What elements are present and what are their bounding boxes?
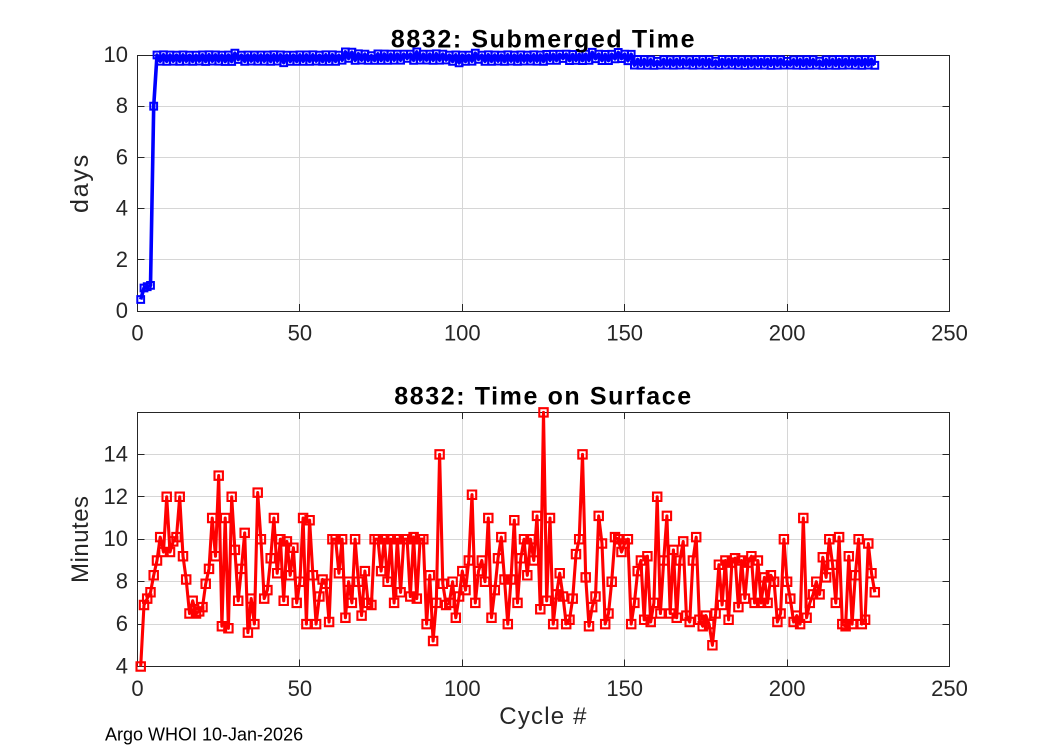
svg-text:10: 10 xyxy=(104,526,128,551)
svg-text:4: 4 xyxy=(116,654,128,679)
svg-text:100: 100 xyxy=(444,676,481,701)
svg-text:8: 8 xyxy=(116,93,128,118)
svg-text:6: 6 xyxy=(116,144,128,169)
svg-text:0: 0 xyxy=(131,676,143,701)
svg-text:Minutes: Minutes xyxy=(67,495,94,583)
svg-text:Argo WHOI 10-Jan-2026: Argo WHOI 10-Jan-2026 xyxy=(105,724,303,744)
svg-text:8832: Submerged Time: 8832: Submerged Time xyxy=(391,26,696,54)
svg-text:200: 200 xyxy=(769,676,806,701)
svg-text:14: 14 xyxy=(104,441,128,466)
svg-text:12: 12 xyxy=(104,484,128,509)
svg-text:250: 250 xyxy=(931,320,968,345)
svg-text:days: days xyxy=(66,153,94,213)
svg-text:150: 150 xyxy=(606,320,643,345)
svg-text:2: 2 xyxy=(116,247,128,272)
svg-text:50: 50 xyxy=(288,320,312,345)
svg-text:4: 4 xyxy=(116,196,128,221)
svg-text:Cycle #: Cycle # xyxy=(499,703,587,730)
svg-text:200: 200 xyxy=(769,320,806,345)
svg-text:0: 0 xyxy=(116,298,128,323)
svg-text:50: 50 xyxy=(288,676,312,701)
svg-text:100: 100 xyxy=(444,320,481,345)
svg-text:8: 8 xyxy=(116,569,128,594)
svg-text:250: 250 xyxy=(931,676,968,701)
svg-text:150: 150 xyxy=(606,676,643,701)
svg-text:10: 10 xyxy=(104,42,128,67)
svg-text:6: 6 xyxy=(116,611,128,636)
svg-text:8832: Time on Surface: 8832: Time on Surface xyxy=(394,383,693,411)
svg-text:0: 0 xyxy=(131,320,143,345)
